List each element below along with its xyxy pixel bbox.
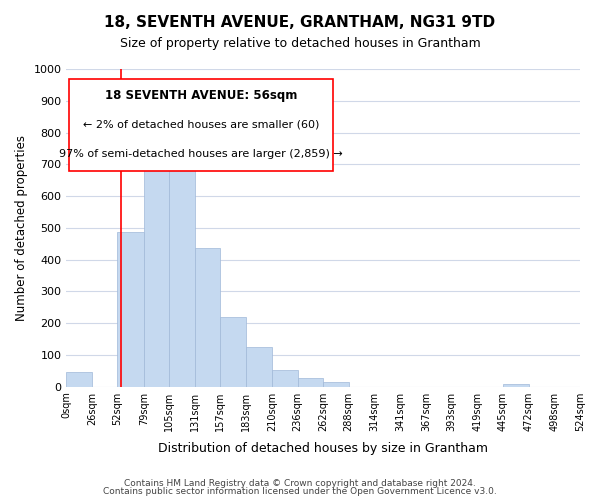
Bar — [246, 347, 272, 387]
Bar — [144, 149, 169, 386]
Text: 18, SEVENTH AVENUE, GRANTHAM, NG31 9TD: 18, SEVENTH AVENUE, GRANTHAM, NG31 9TD — [104, 15, 496, 30]
Bar — [67, 372, 92, 386]
Bar — [169, 135, 195, 386]
Bar — [195, 248, 220, 386]
Text: 97% of semi-detached houses are larger (2,859) →: 97% of semi-detached houses are larger (… — [59, 149, 343, 159]
Bar — [220, 317, 246, 386]
Text: Size of property relative to detached houses in Grantham: Size of property relative to detached ho… — [119, 38, 481, 51]
Bar — [298, 378, 323, 386]
FancyBboxPatch shape — [69, 78, 334, 170]
Text: 18 SEVENTH AVENUE: 56sqm: 18 SEVENTH AVENUE: 56sqm — [105, 88, 298, 102]
Bar — [323, 382, 349, 386]
Text: ← 2% of detached houses are smaller (60): ← 2% of detached houses are smaller (60) — [83, 120, 319, 130]
Y-axis label: Number of detached properties: Number of detached properties — [15, 135, 28, 321]
X-axis label: Distribution of detached houses by size in Grantham: Distribution of detached houses by size … — [158, 442, 488, 455]
Text: Contains HM Land Registry data © Crown copyright and database right 2024.: Contains HM Land Registry data © Crown c… — [124, 478, 476, 488]
Text: Contains public sector information licensed under the Open Government Licence v3: Contains public sector information licen… — [103, 487, 497, 496]
Bar — [272, 370, 298, 386]
Bar — [503, 384, 529, 386]
Bar — [118, 232, 144, 386]
